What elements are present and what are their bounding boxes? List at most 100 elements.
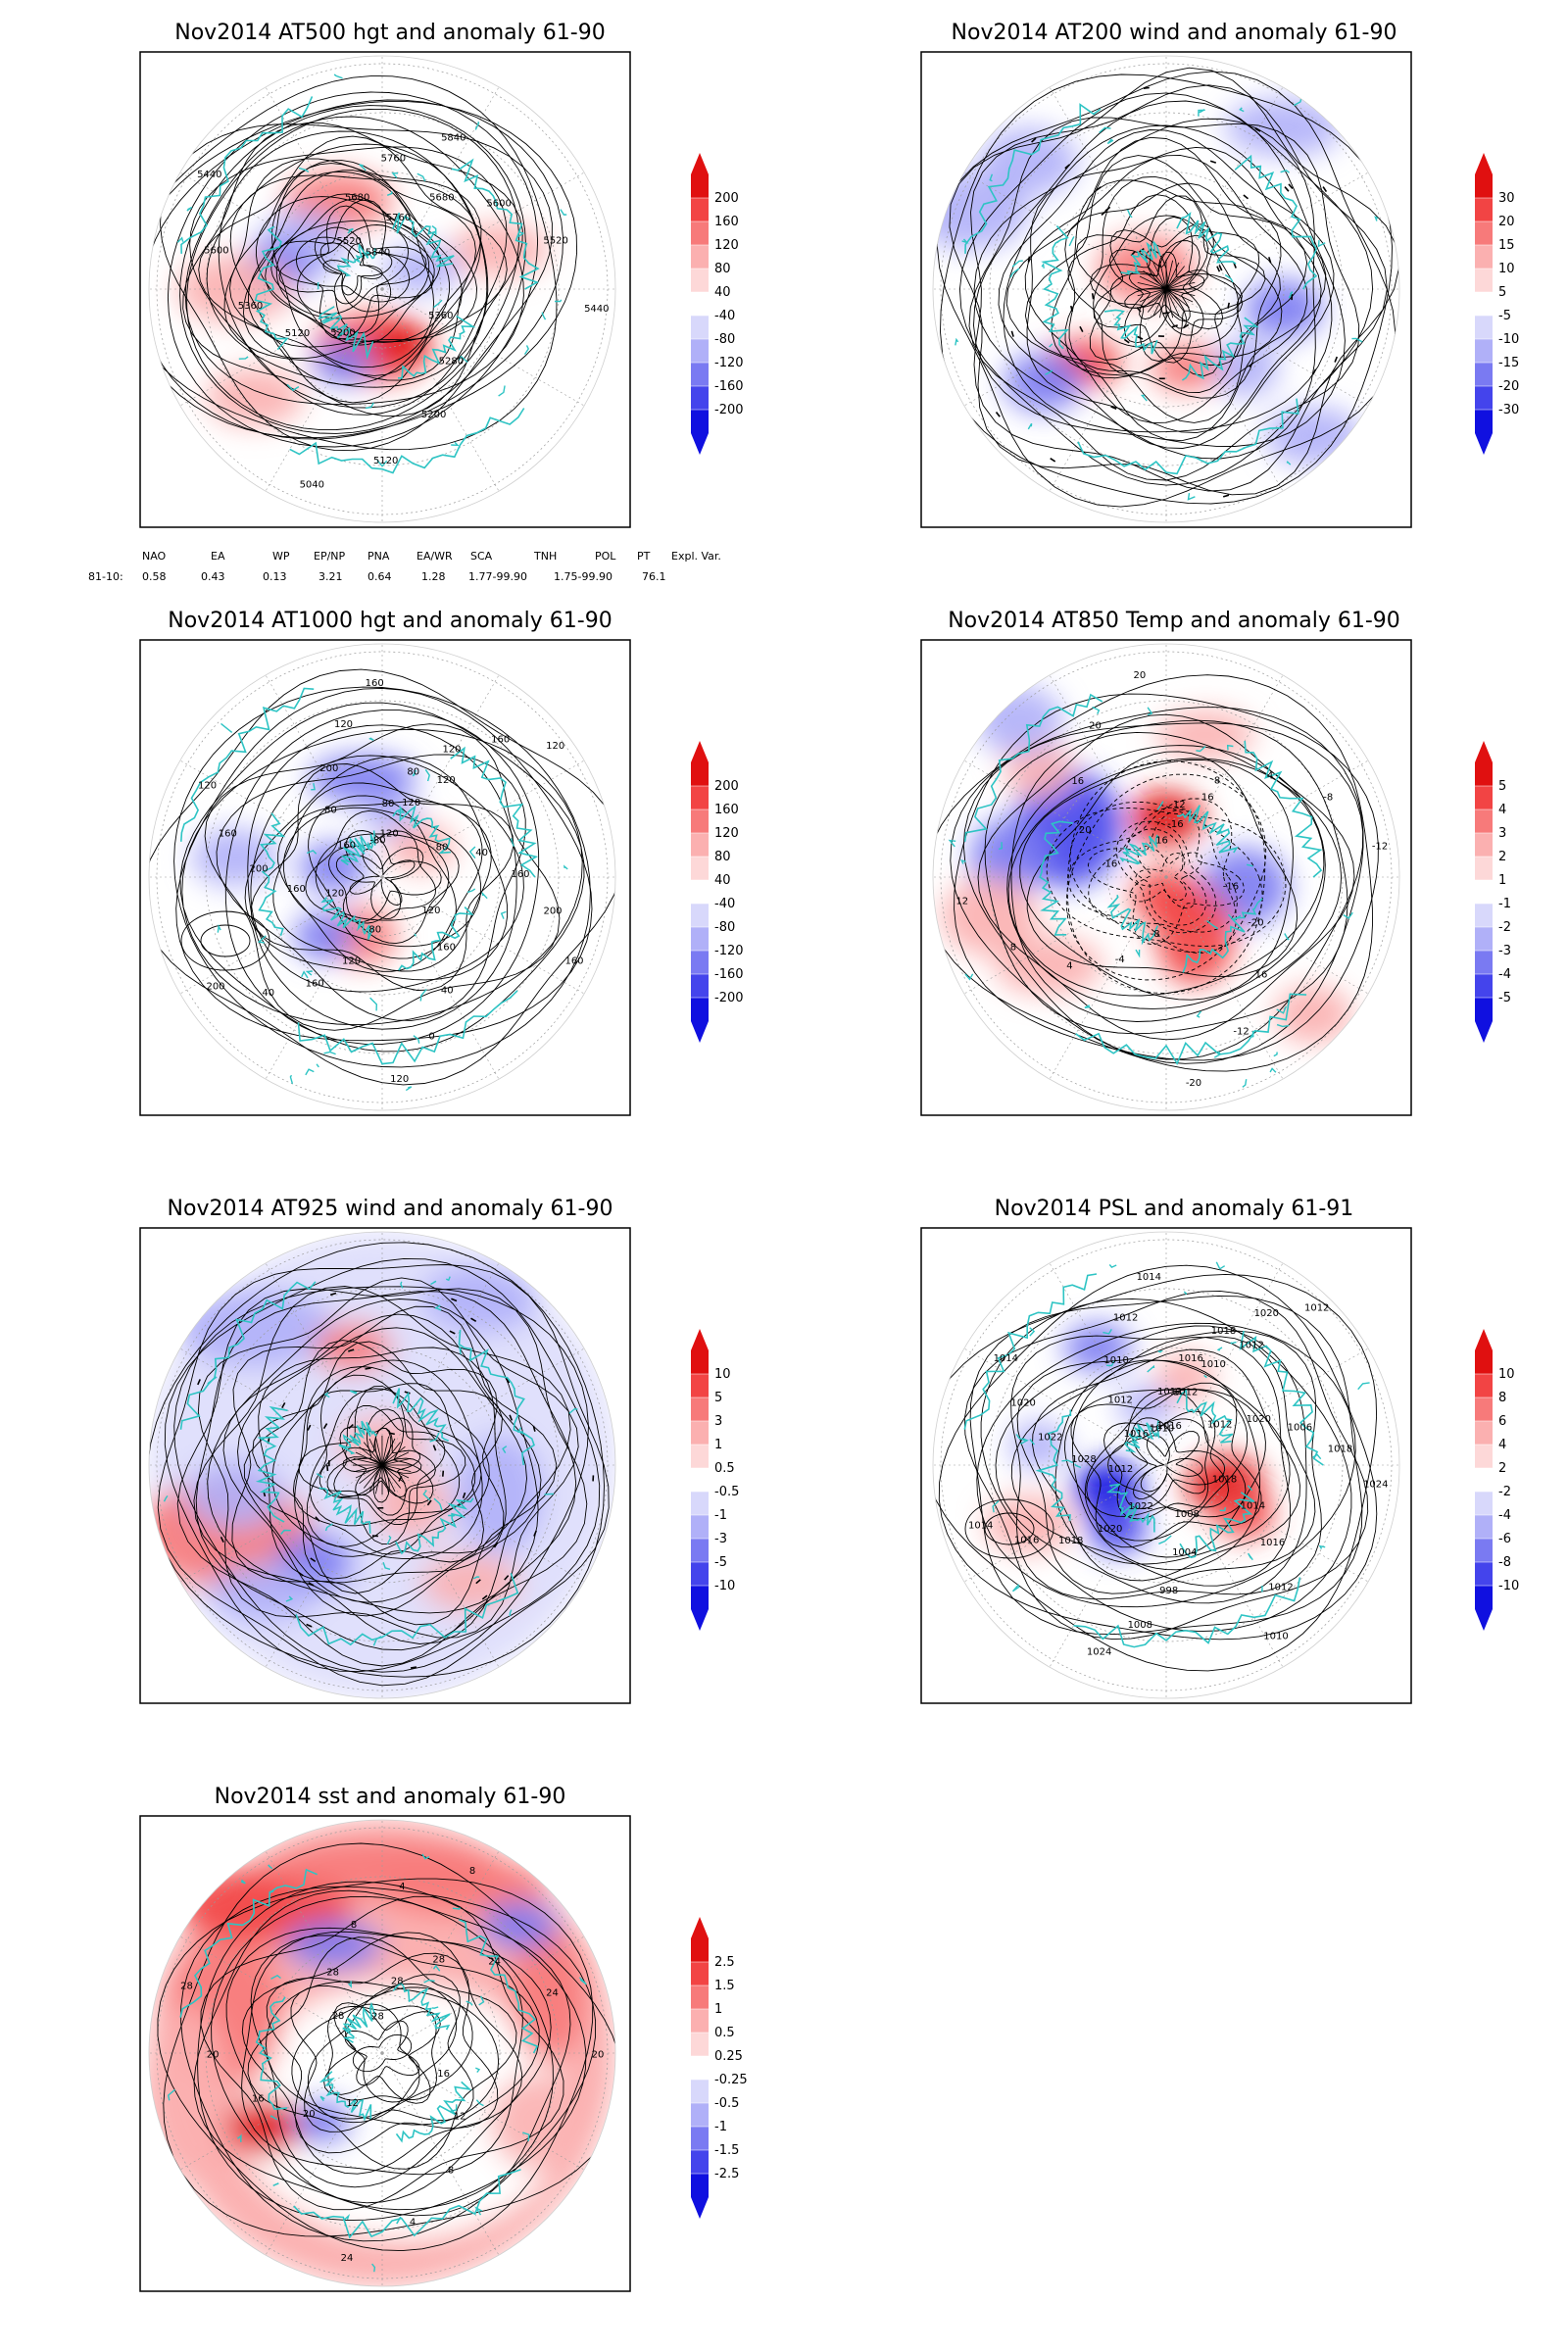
wind-arrow bbox=[329, 1292, 337, 1297]
coastline bbox=[1011, 1584, 1020, 1592]
contour-line bbox=[291, 1986, 473, 2120]
coastline bbox=[342, 2001, 377, 2043]
coastline bbox=[237, 2133, 242, 2142]
coastline bbox=[430, 1280, 437, 1286]
colorbar-arrow-top bbox=[691, 741, 709, 762]
colorbar-segment bbox=[691, 292, 709, 316]
map-boundary bbox=[932, 55, 1400, 523]
contour-label: 1008 bbox=[1174, 1509, 1199, 1520]
index-header: EP/NP bbox=[314, 550, 346, 563]
contour-line bbox=[1010, 1337, 1292, 1587]
contour-label: 1014 bbox=[1241, 1501, 1265, 1512]
coastlines bbox=[167, 1853, 587, 2273]
anomaly-area bbox=[314, 1323, 392, 1372]
contour-label: 5600 bbox=[486, 199, 511, 210]
contour-label: 16 bbox=[437, 2069, 450, 2080]
contour-label: 1024 bbox=[1363, 1480, 1388, 1491]
coastline bbox=[289, 408, 525, 474]
contour-line bbox=[344, 2020, 420, 2086]
contour-label: 80 bbox=[382, 799, 395, 809]
coastline bbox=[1219, 1506, 1227, 1512]
coastline bbox=[323, 1051, 336, 1055]
contour-line bbox=[938, 1264, 1378, 1641]
wind-arrow bbox=[315, 1516, 320, 1522]
contour-label: 1016 bbox=[1178, 1353, 1202, 1364]
contour-label: -12 bbox=[1233, 1027, 1249, 1038]
contour-label: 40 bbox=[262, 988, 274, 999]
streamline bbox=[1003, 124, 1333, 433]
index-value: 76.1 bbox=[642, 570, 666, 583]
streamline bbox=[271, 1359, 483, 1559]
coastline bbox=[1216, 1347, 1223, 1351]
colorbar-tick-label: -30 bbox=[1498, 403, 1519, 417]
anomaly-area bbox=[421, 1264, 539, 1333]
wind-arrow bbox=[1249, 362, 1254, 368]
index-row-label: 81-10: bbox=[88, 570, 123, 583]
coastline bbox=[458, 355, 468, 364]
colorbar-segment bbox=[691, 762, 709, 786]
colorbar-segment bbox=[691, 1421, 709, 1445]
contour-label: 1004 bbox=[1172, 1547, 1197, 1558]
colorbar-segment bbox=[1475, 1468, 1493, 1492]
anomaly-area bbox=[186, 1460, 284, 1529]
map-panel-sst: 28 28 28 24 24 20 16 12 8 4 24 12 20 16 20 28 28 28 8 4 8 bbox=[139, 1815, 631, 2292]
colorbar-tick-label: -1 bbox=[714, 2120, 727, 2134]
coastline bbox=[350, 1390, 358, 1395]
colorbar-tick-label: -0.5 bbox=[714, 1485, 739, 1499]
colorbar-tick-label: 2 bbox=[1498, 1461, 1506, 1476]
contour-line bbox=[1129, 845, 1203, 909]
coastline bbox=[305, 970, 313, 976]
streamline bbox=[968, 117, 1360, 481]
wind-arrow bbox=[1322, 186, 1328, 193]
coastline bbox=[1198, 109, 1205, 114]
contour-label: 80 bbox=[436, 842, 449, 853]
polar-streamline bbox=[1165, 275, 1194, 290]
contour-label: 1016 bbox=[1014, 1535, 1039, 1545]
coastline bbox=[1374, 216, 1379, 221]
streamline bbox=[298, 1385, 466, 1545]
wind-arrow bbox=[1312, 368, 1317, 375]
coastline bbox=[424, 768, 430, 782]
coastline bbox=[568, 1407, 578, 1414]
colorbar-tick-label: 1 bbox=[1498, 873, 1506, 888]
colorbar-segment bbox=[691, 833, 709, 857]
colorbar-p850: 5 4 3 2 1 -1 -2 -3 -4 -5 bbox=[1475, 741, 1511, 1043]
coastline bbox=[433, 299, 443, 309]
colorbar-segment bbox=[1475, 1562, 1493, 1586]
coastline bbox=[338, 1420, 378, 1455]
coastline bbox=[1119, 834, 1160, 865]
colorbar-tick-label: -2.5 bbox=[714, 2167, 739, 2181]
contour-line bbox=[265, 1981, 500, 2126]
contour-label: -8 bbox=[1323, 792, 1333, 803]
coastline bbox=[960, 859, 966, 864]
contour-label: 160 bbox=[437, 942, 456, 953]
wind-arrow bbox=[1143, 86, 1150, 89]
anomaly-area bbox=[980, 127, 1078, 196]
panel-title-sst: Nov2014 sst and anomaly 61-90 bbox=[215, 1785, 566, 1809]
coastline bbox=[1273, 1052, 1278, 1057]
wind-arrow bbox=[1334, 356, 1339, 363]
contour-line bbox=[962, 722, 1364, 1060]
colorbar-segment bbox=[1475, 974, 1493, 998]
contour-label: 4 bbox=[399, 1882, 405, 1892]
panel-title-p925: Nov2014 AT925 wind and anomaly 61-90 bbox=[168, 1197, 613, 1221]
contour-label: 80 bbox=[407, 767, 419, 778]
streamline bbox=[1051, 179, 1282, 399]
contour-line bbox=[969, 1295, 1363, 1636]
coastline bbox=[1250, 1030, 1254, 1038]
polar-streamline bbox=[381, 1451, 410, 1466]
contour-label: 1012 bbox=[1108, 1464, 1133, 1475]
coastline bbox=[502, 1446, 508, 1453]
contour-line bbox=[1064, 1388, 1266, 1558]
index-value: 0.43 bbox=[201, 570, 225, 583]
wind-arrow bbox=[398, 1475, 403, 1482]
index-header: WP bbox=[272, 550, 290, 563]
colorbar-tick-label: 5 bbox=[1498, 285, 1506, 300]
polar-streamline bbox=[381, 1436, 389, 1466]
streamline bbox=[1024, 155, 1308, 423]
polar-streamline bbox=[381, 1457, 412, 1466]
contour-label: 20 bbox=[1134, 670, 1147, 681]
streamline bbox=[1110, 240, 1204, 336]
coastline bbox=[400, 1281, 404, 1289]
coastline bbox=[186, 206, 193, 212]
